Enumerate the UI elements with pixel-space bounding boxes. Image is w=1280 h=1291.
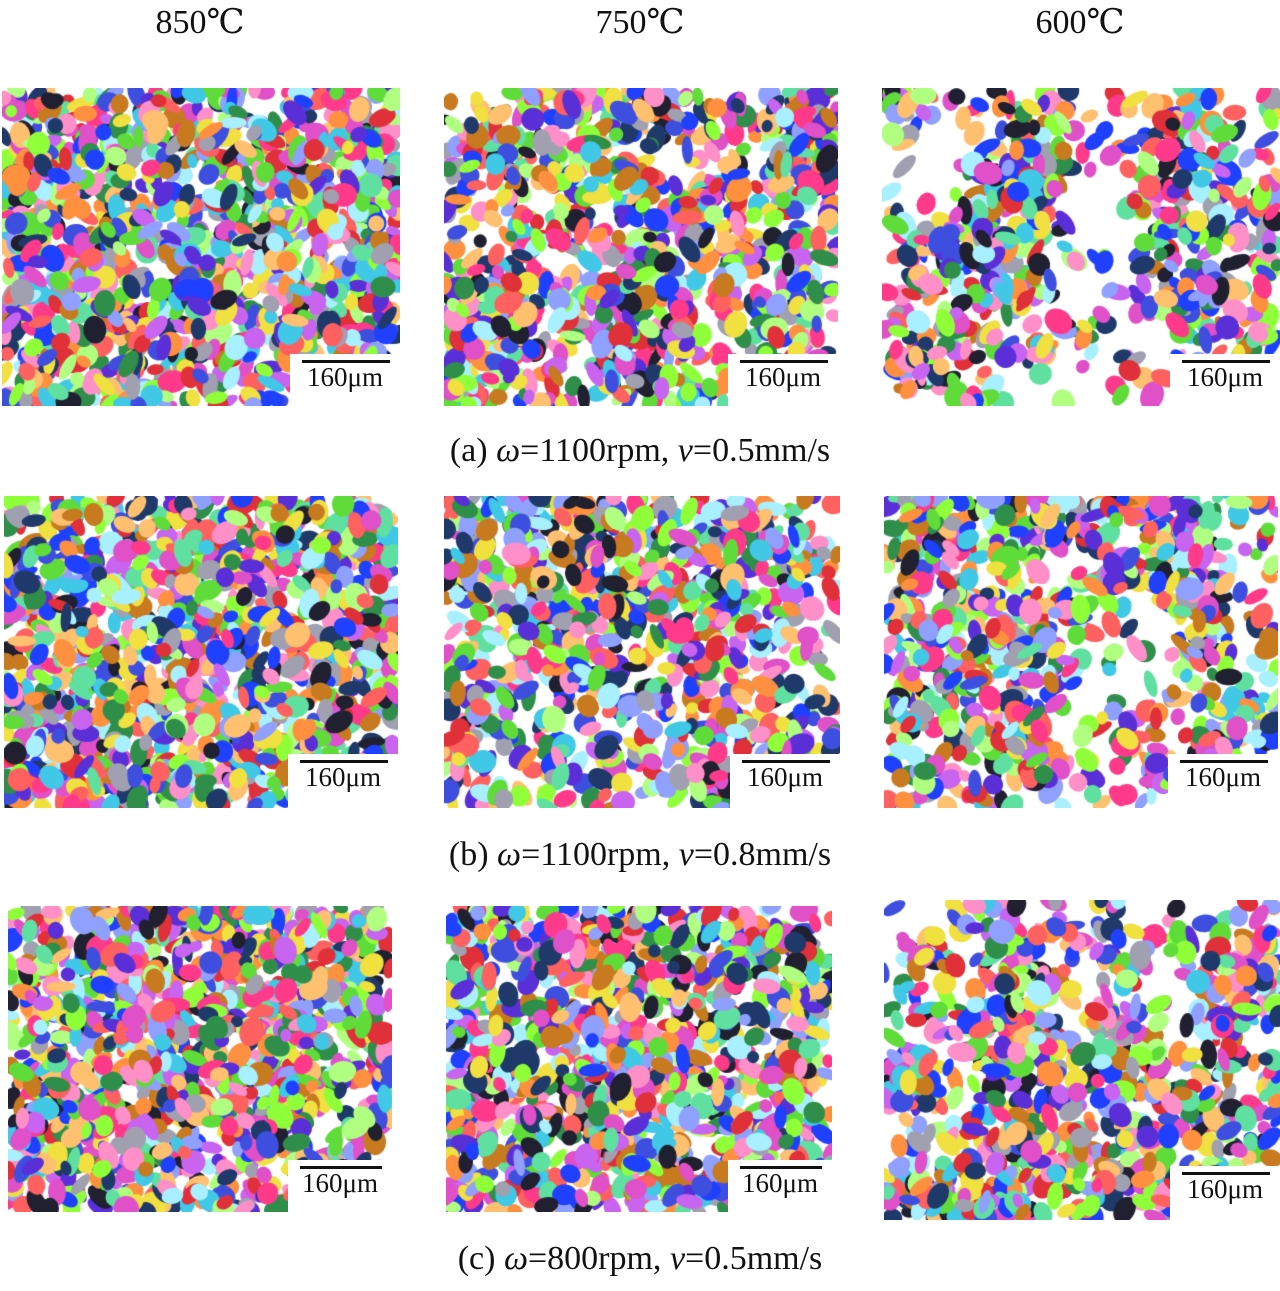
micrograph-b-750: 160μm	[444, 496, 840, 808]
omega-value: =1100rpm,	[521, 836, 679, 873]
micrograph-b-600: 160μm	[884, 496, 1278, 808]
column-header-750: 750℃	[540, 2, 740, 42]
caption-a: (a) ω=1100rpm, v=0.5mm/s	[0, 432, 1280, 470]
scale-bar: 160μm	[728, 354, 838, 406]
micrograph-a-750: 160μm	[444, 88, 838, 406]
omega-symbol: ω	[496, 432, 520, 469]
caption-c: (c) ω=800rpm, v=0.5mm/s	[0, 1240, 1280, 1278]
caption-b: (b) ω=1100rpm, v=0.8mm/s	[0, 836, 1280, 874]
omega-symbol: ω	[497, 836, 521, 873]
micrograph-a-850: 160μm	[2, 88, 400, 406]
scale-bar-label: 160μm	[1170, 362, 1280, 393]
scale-bar-label: 160μm	[728, 362, 838, 393]
micrograph-c-750: 160μm	[446, 906, 832, 1212]
scale-bar-label: 160μm	[730, 762, 840, 793]
v-value: =0.5mm/s	[685, 1240, 822, 1277]
scale-bar: 160μm	[288, 754, 398, 808]
omega-value: =1100rpm,	[520, 432, 678, 469]
scale-bar-label: 160μm	[728, 1168, 832, 1199]
scale-bar: 160μm	[290, 354, 400, 406]
scale-bar-label: 160μm	[290, 362, 400, 393]
scale-bar-label: 160μm	[288, 1168, 392, 1199]
caption-prefix: (b)	[449, 836, 489, 873]
scale-bar-label: 160μm	[1170, 1174, 1280, 1205]
column-header-850: 850℃	[100, 2, 300, 42]
v-symbol: v	[678, 432, 693, 469]
scale-bar: 160μm	[730, 754, 840, 808]
caption-prefix: (c)	[458, 1240, 504, 1277]
column-header-600: 600℃	[980, 2, 1180, 42]
omega-symbol: ω	[504, 1240, 528, 1277]
caption-prefix: (a)	[450, 432, 488, 469]
v-symbol: v	[670, 1240, 685, 1277]
scale-bar: 160μm	[1170, 354, 1280, 406]
v-value: =0.5mm/s	[693, 432, 830, 469]
micrograph-c-600: 160μm	[884, 900, 1280, 1220]
v-value: =0.8mm/s	[694, 836, 831, 873]
micrograph-c-850: 160μm	[8, 906, 392, 1212]
micrograph-a-600: 160μm	[882, 88, 1280, 406]
scale-bar: 160μm	[1170, 1166, 1280, 1220]
scale-bar: 160μm	[728, 1160, 832, 1212]
scale-bar: 160μm	[288, 1160, 392, 1212]
omega-value: =800rpm,	[528, 1240, 670, 1277]
scale-bar: 160μm	[1168, 754, 1278, 808]
micrograph-b-850: 160μm	[4, 496, 398, 808]
v-symbol: v	[679, 836, 694, 873]
scale-bar-label: 160μm	[288, 762, 398, 793]
scale-bar-label: 160μm	[1168, 762, 1278, 793]
